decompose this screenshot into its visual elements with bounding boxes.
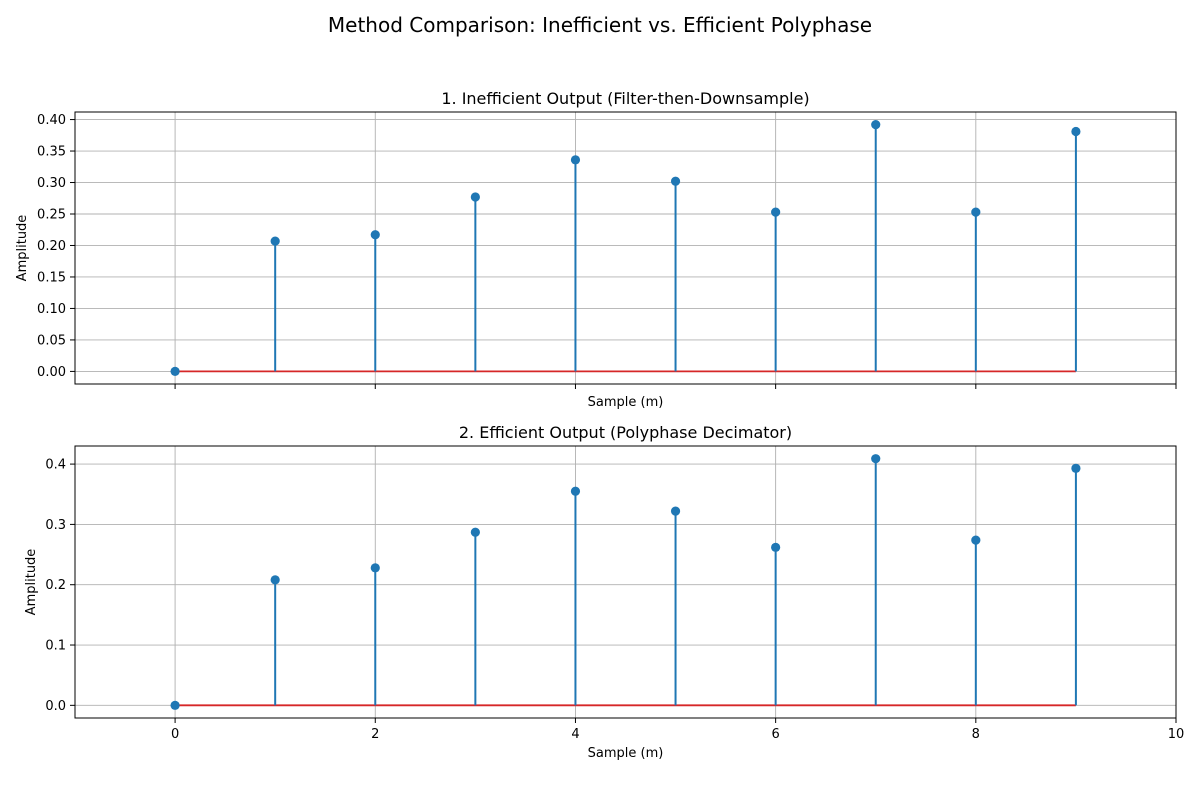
- stem-marker: [771, 542, 781, 552]
- stem-marker: [771, 207, 781, 217]
- stem-marker: [670, 176, 681, 186]
- stem-marker: [871, 119, 881, 130]
- y-tick-label: 0.2: [45, 578, 66, 593]
- stem-marker: [871, 454, 881, 464]
- stem-marker: [170, 366, 180, 377]
- x-tick-label: 6: [771, 727, 779, 742]
- y-axis-label: Amplitude: [15, 215, 30, 282]
- subplot-title: 1. Inefficient Output (Filter-then-Downs…: [441, 89, 809, 108]
- x-axis-label: Sample (m): [588, 395, 664, 410]
- x-tick-label: 8: [972, 727, 980, 742]
- x-axis-label: Sample (m): [588, 746, 664, 761]
- y-axis-label: Amplitude: [24, 549, 39, 616]
- x-tick-label: 4: [571, 727, 579, 742]
- stem-marker: [270, 236, 280, 246]
- stem-marker: [370, 563, 380, 573]
- x-tick-label: 0: [171, 727, 179, 742]
- stem-marker: [270, 575, 280, 585]
- stem-marker: [971, 207, 981, 217]
- stem-marker: [670, 506, 681, 516]
- axes-frame: [74, 445, 1177, 719]
- figure-title: Method Comparison: Inefficient vs. Effic…: [328, 13, 872, 37]
- y-tick-label: 0.4: [45, 458, 66, 473]
- y-tick-label: 0.20: [37, 239, 66, 254]
- y-tick-label: 0.05: [37, 333, 66, 348]
- axes-frame: [74, 111, 1177, 385]
- stem-marker: [1071, 126, 1081, 137]
- subplot-title: 2. Efficient Output (Polyphase Decimator…: [459, 423, 792, 442]
- stem-marker: [170, 700, 180, 710]
- subplot-inefficient: 0.00 0.05 0.10 0.15 0.20 0.25 0.30 0.35 0.40 1. I…: [15, 89, 1177, 410]
- y-tick-label: 0.30: [37, 176, 66, 191]
- stem-marker: [470, 192, 480, 202]
- stem-marker: [971, 535, 981, 545]
- y-tick-label: 0.25: [37, 208, 66, 223]
- x-tick-label: 10: [1168, 727, 1185, 742]
- stem-marker: [570, 155, 581, 165]
- stem-marker: [370, 230, 380, 240]
- x-tick-label: 2: [371, 727, 379, 742]
- y-tick-label: 0.00: [37, 365, 66, 380]
- y-tick-label: 0.3: [45, 518, 66, 533]
- stem-marker: [470, 527, 480, 537]
- subplot-efficient: 0 2 4 6 8 10 0.0 0.1 0.2 0.3 0.4 2. Efficient Outpu…: [24, 423, 1184, 761]
- y-tick-label: 0.35: [37, 145, 66, 160]
- stem-marker: [1071, 463, 1081, 473]
- y-tick-label: 0.40: [37, 113, 66, 128]
- y-tick-label: 0.15: [37, 270, 66, 285]
- y-tick-label: 0.1: [45, 639, 66, 654]
- y-tick-label: 0.0: [45, 699, 66, 714]
- stem-marker: [570, 486, 581, 496]
- y-tick-label: 0.10: [37, 302, 66, 317]
